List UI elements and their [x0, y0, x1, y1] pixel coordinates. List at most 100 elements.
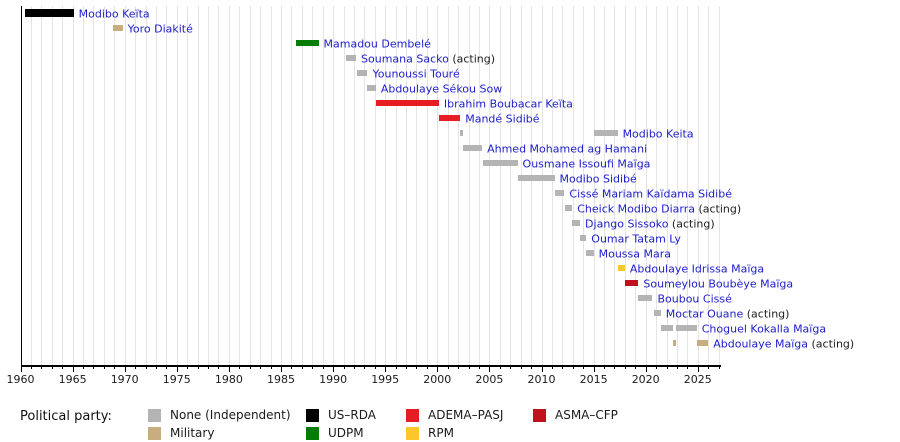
x-axis-tick-label: 1985: [267, 373, 295, 386]
person-name-link[interactable]: Choguel Kokalla Maïga: [701, 322, 827, 335]
term-bar: [638, 295, 653, 301]
person-name-link[interactable]: Cissé Mariam Kaïdama Sidibé: [569, 187, 732, 200]
term-bar: [113, 25, 123, 31]
year-gridline: [51, 6, 53, 365]
person-label: Moctar Ouane (acting): [666, 308, 790, 319]
x-axis-tick-label: 1960: [6, 373, 35, 386]
person-name-link[interactable]: Soumeylou Boubèye Maïga: [643, 277, 794, 290]
x-axis-tick-label: 1970: [110, 373, 139, 386]
x-axis-minor-tick: [364, 366, 366, 369]
x-axis-minor-tick: [208, 366, 210, 369]
year-gridline: [155, 6, 157, 365]
year-gridline: [374, 6, 376, 365]
x-axis-minor-tick: [499, 366, 501, 369]
person-name-link[interactable]: Abdoulaye Maïga: [713, 337, 808, 350]
x-axis-tick-label: 1975: [162, 373, 191, 386]
x-axis-minor-tick: [656, 366, 658, 369]
person-label: Cheick Modibo Diarra (acting): [577, 203, 741, 214]
person-label: Modibo Keita: [623, 128, 694, 139]
person-name-link[interactable]: Mandé Sidibé: [465, 112, 540, 125]
term-bar: [462, 145, 483, 151]
term-bar: [375, 100, 439, 106]
x-axis-minor-tick: [551, 366, 553, 369]
year-gridline: [624, 6, 626, 365]
x-axis-minor-tick: [166, 366, 168, 369]
person-name-link[interactable]: Mamadou Dembelé: [323, 37, 431, 50]
year-gridline: [593, 6, 595, 365]
x-axis-minor-tick: [197, 366, 199, 369]
year-gridline: [395, 6, 397, 365]
x-axis-major-tick: [176, 366, 178, 372]
term-bar: [660, 325, 674, 331]
x-axis-minor-tick: [103, 366, 105, 369]
legend-entry-asma: ASMA–CFP: [533, 406, 618, 424]
person-name-link[interactable]: Younoussi Touré: [372, 67, 460, 80]
person-name-link[interactable]: Moctar Ouane: [665, 307, 744, 320]
person-name-link[interactable]: Abdoulaye Idrissa Maïga: [629, 262, 765, 275]
x-axis-major-tick: [541, 366, 543, 372]
term-bar: [565, 205, 573, 211]
legend-label: UDPM: [328, 426, 364, 440]
person-name-link[interactable]: Oumar Tatam Ly: [591, 232, 681, 245]
x-axis-major-tick: [20, 366, 22, 372]
legend-entry-none: None (Independent): [148, 406, 291, 424]
term-bar: [25, 9, 74, 17]
term-bar: [580, 235, 587, 241]
legend-entry-adema: ADEMA–PASJ: [406, 406, 503, 424]
person-label: Soumana Sacko (acting): [361, 53, 495, 64]
x-axis-major-tick: [645, 366, 647, 372]
year-gridline: [166, 6, 168, 365]
person-label: Ousmane Issoufi Maïga: [523, 158, 651, 169]
person-name-link[interactable]: Cheick Modibo Diarra: [577, 202, 695, 215]
x-axis-minor-tick: [155, 366, 157, 369]
term-bar: [357, 70, 368, 76]
x-axis-minor-tick: [531, 366, 533, 369]
year-gridline: [645, 6, 647, 365]
legend-label: RPM: [428, 426, 454, 440]
x-axis-minor-tick: [135, 366, 137, 369]
x-axis-minor-tick: [447, 366, 449, 369]
x-axis-tick-label: 2005: [475, 373, 504, 386]
person-label: Moussa Mara: [599, 248, 671, 259]
x-axis-minor-tick: [312, 366, 314, 369]
person-label: Choguel Kokalla Maïga: [702, 323, 826, 334]
person-name-link[interactable]: Ousmane Issoufi Maïga: [522, 157, 651, 170]
x-axis-minor-tick: [83, 366, 85, 369]
year-gridline: [62, 6, 64, 365]
x-axis-minor-tick: [93, 366, 95, 369]
person-name-link[interactable]: Django Sissoko: [585, 217, 669, 230]
person-name-link[interactable]: Abdoulaye Sékou Sow: [380, 82, 503, 95]
person-name-link[interactable]: Modibo Sidibé: [559, 172, 637, 185]
person-label: Django Sissoko (acting): [585, 218, 715, 229]
person-name-link[interactable]: Modibo Keïta: [78, 7, 150, 20]
person-name-link[interactable]: Moussa Mara: [598, 247, 671, 260]
person-name-link[interactable]: Ibrahim Boubacar Keïta: [443, 97, 573, 110]
person-name-link[interactable]: Ahmed Mohamed ag Hamani: [487, 142, 648, 155]
x-axis-major-tick: [124, 366, 126, 372]
x-axis-minor-tick: [718, 366, 720, 369]
person-name-link[interactable]: Soumana Sacko: [361, 52, 449, 65]
acting-suffix: (acting): [694, 202, 742, 215]
x-axis-minor-tick: [62, 366, 64, 369]
year-gridline: [656, 6, 658, 365]
term-bar: [696, 340, 709, 346]
term-bar: [367, 85, 376, 91]
year-gridline: [416, 6, 418, 365]
year-gridline: [312, 6, 314, 365]
year-gridline: [385, 6, 387, 365]
person-label: Cissé Mariam Kaïdama Sidibé: [569, 188, 732, 199]
x-axis-minor-tick: [51, 366, 53, 369]
x-axis-tick-label: 2000: [423, 373, 452, 386]
acting-suffix: (acting): [448, 52, 496, 65]
person-name-link[interactable]: Boubou Cissé: [657, 292, 732, 305]
legend-swatch-us_rda: [306, 408, 319, 422]
year-gridline: [124, 6, 126, 365]
person-name-link[interactable]: Yoro Diakité: [127, 22, 193, 35]
year-gridline: [208, 6, 210, 365]
person-label: Younoussi Touré: [372, 68, 459, 79]
legend-swatch-adema: [406, 408, 419, 422]
year-gridline: [437, 6, 439, 365]
x-axis-line: [20, 365, 721, 367]
person-name-link[interactable]: Modibo Keita: [622, 127, 694, 140]
